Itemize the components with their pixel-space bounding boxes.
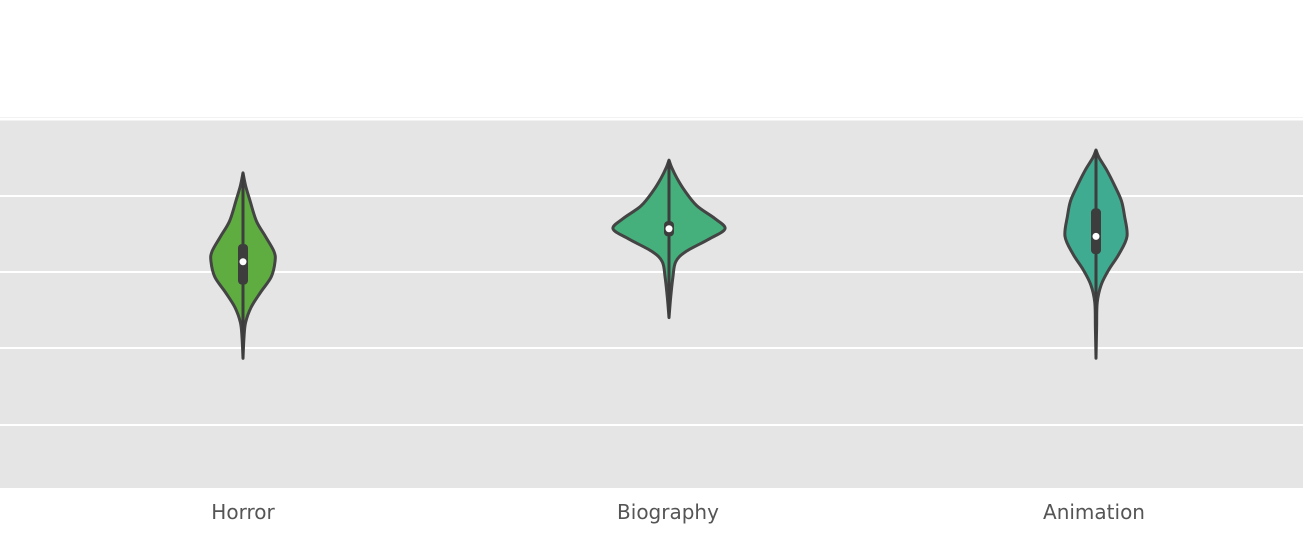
x-tick-label-biography: Biography [617,500,719,524]
iqr-box-animation [1091,208,1101,255]
violin-horror [209,171,277,360]
x-tick-label-horror: Horror [211,500,275,524]
violin-layer [209,148,1129,360]
median-dot-animation [1092,232,1100,240]
median-dot-biography [665,225,673,233]
violin-animation [1063,148,1129,360]
median-dot-horror [239,258,247,266]
x-tick-label-animation: Animation [1043,500,1145,524]
violin-biography [611,158,727,320]
